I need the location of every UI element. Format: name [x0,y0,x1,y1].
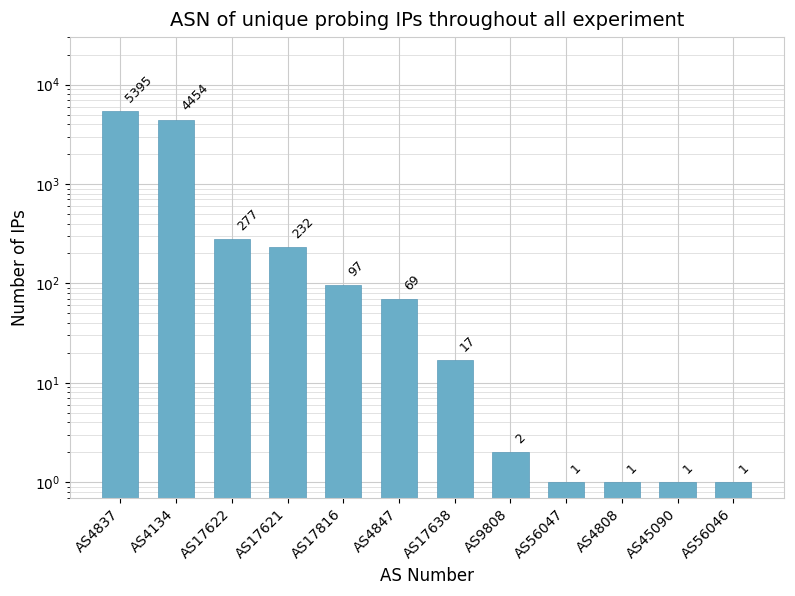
Bar [381,299,417,596]
Bar [214,240,250,596]
Text: 97: 97 [346,258,366,279]
Title: ASN of unique probing IPs throughout all experiment: ASN of unique probing IPs throughout all… [169,11,684,30]
Bar [325,285,362,596]
Bar [548,482,584,596]
Bar [603,482,640,596]
Text: 69: 69 [401,273,422,293]
X-axis label: AS Number: AS Number [380,567,474,585]
Text: 1: 1 [625,461,639,476]
Bar [716,482,751,596]
Text: 1: 1 [736,461,750,476]
Bar [492,452,529,596]
Text: 2: 2 [514,432,528,446]
Y-axis label: Number of IPs: Number of IPs [11,209,29,326]
Bar [158,120,194,596]
Text: 17: 17 [457,333,478,354]
Text: 1: 1 [569,461,584,476]
Text: 1: 1 [681,461,695,476]
Bar [436,360,473,596]
Text: 4454: 4454 [179,82,211,113]
Bar [103,111,138,596]
Text: 232: 232 [290,215,316,241]
Text: 5395: 5395 [123,73,155,105]
Bar [270,247,305,596]
Bar [660,482,696,596]
Text: 277: 277 [235,207,261,234]
